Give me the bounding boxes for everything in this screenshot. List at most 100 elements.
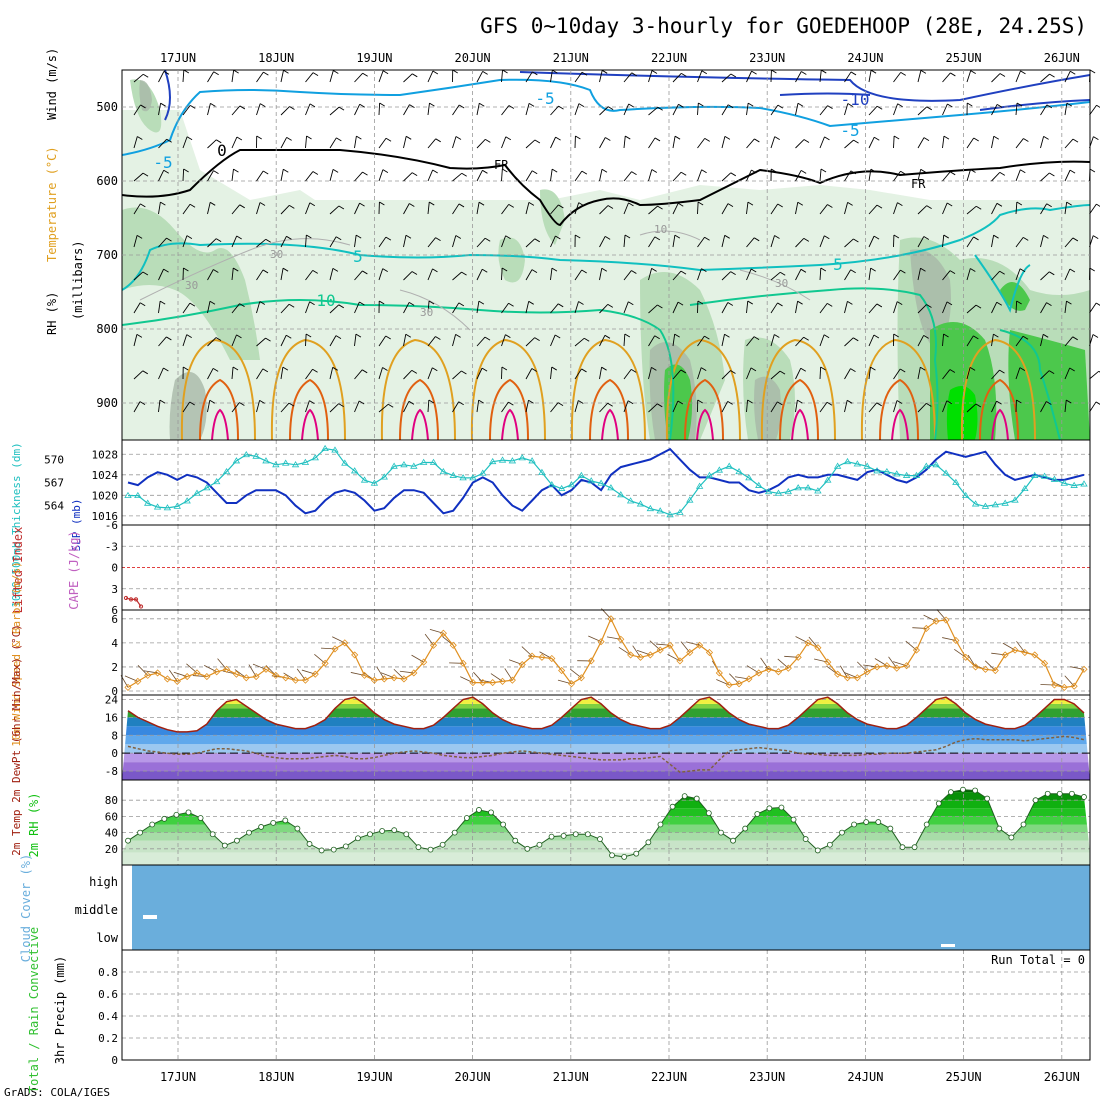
contour-pos10 — [122, 287, 1061, 440]
barb-flag — [730, 73, 737, 78]
wind10-marker — [489, 679, 497, 687]
barb-flag — [631, 171, 637, 176]
rh2m-point — [560, 832, 567, 839]
wind10-marker — [972, 663, 980, 671]
barb — [354, 171, 363, 182]
barb — [770, 302, 778, 314]
barb-flag — [259, 301, 266, 305]
footer-credit: GrADS: COLA/IGES — [4, 1086, 110, 1099]
barb-flag — [850, 269, 856, 274]
barb-flag — [1069, 367, 1075, 372]
barb — [329, 268, 334, 281]
barb-flag — [581, 269, 587, 274]
barb-flag — [163, 367, 169, 372]
barb-flag — [282, 267, 289, 272]
thick-ytick-0: 564 — [44, 500, 64, 513]
wind10-marker — [222, 665, 231, 673]
barb-flag — [309, 202, 316, 207]
thickness-marker — [350, 467, 359, 474]
thickness-marker — [774, 489, 783, 496]
thickness-marker — [321, 444, 329, 452]
barb-flag — [853, 139, 859, 144]
barb-flag — [262, 368, 269, 373]
barb — [844, 368, 851, 380]
barb — [770, 271, 781, 281]
barb — [868, 137, 875, 149]
barb-flag — [508, 401, 514, 406]
barb-flag — [159, 300, 166, 305]
wind10-marker — [380, 675, 388, 683]
barb — [133, 104, 141, 116]
barb — [746, 237, 755, 248]
upper-contour-labels: -10 -5 -5 -5 0 5 5 10 FR FR 30 30 30 10 30 — [153, 89, 926, 319]
barb — [550, 303, 559, 314]
barb-flag — [846, 399, 853, 404]
thickness-marker — [833, 462, 842, 469]
thickness-marker — [656, 507, 664, 514]
wind10-marker — [587, 657, 595, 665]
rh2m-point — [512, 837, 519, 844]
barb-flag — [163, 70, 170, 75]
barb-flag — [142, 271, 149, 276]
barb — [256, 202, 261, 215]
wind10-marker — [725, 681, 733, 689]
barb-flag — [870, 69, 877, 74]
barb-flag — [1049, 73, 1055, 78]
contour-neg10b — [779, 92, 1090, 111]
barb — [231, 303, 240, 314]
rh2m-point — [814, 847, 821, 854]
date-label-top-1: 18JUN — [258, 51, 294, 65]
barb-flag — [966, 102, 973, 107]
barb-flag — [970, 268, 976, 272]
barb-flag — [233, 168, 239, 173]
barb — [697, 70, 703, 83]
barb-flag — [455, 235, 462, 239]
ylabel-precip-left: Total / Rain Convective — [27, 927, 41, 1093]
barb-flag — [478, 399, 484, 404]
barb-flag — [624, 234, 631, 239]
barb — [354, 301, 360, 314]
barb — [942, 270, 951, 281]
rh2m-band-3 — [122, 816, 1090, 825]
barb — [672, 270, 682, 281]
barb — [844, 269, 852, 281]
rh2m-point — [234, 837, 240, 844]
barb-flag — [920, 366, 926, 371]
barb — [329, 205, 340, 215]
barb — [917, 335, 925, 347]
barb — [378, 70, 384, 83]
barb-flag — [182, 366, 189, 371]
barb — [1089, 401, 1097, 413]
barb — [599, 304, 609, 314]
barb — [623, 301, 629, 314]
barb-flag — [361, 369, 368, 374]
barb-flag — [1066, 102, 1073, 107]
barb — [697, 138, 706, 149]
barb — [158, 400, 161, 413]
barb-flag — [332, 267, 339, 272]
wind10-marker — [853, 674, 861, 682]
barb-flag — [286, 235, 292, 240]
barb-flag — [900, 170, 906, 175]
wind10-marker — [676, 657, 684, 665]
warm-loop-15-3 — [470, 338, 546, 440]
thickness-marker — [962, 491, 970, 498]
barb — [1015, 70, 1021, 83]
barb-flag — [263, 71, 269, 76]
rh2m-bands — [122, 789, 1090, 853]
barb-flag — [820, 267, 827, 272]
barb — [280, 268, 284, 281]
rh-mid-blob-4 — [540, 189, 565, 245]
barb — [207, 368, 214, 380]
barb — [256, 170, 264, 182]
wind10-marker — [883, 662, 891, 670]
barb-flag — [289, 106, 295, 110]
warm-loop-15-2 — [380, 338, 456, 440]
contour-label-zero-4: 0 — [217, 141, 227, 160]
barb — [476, 139, 486, 149]
barb-flag — [730, 271, 736, 276]
barb-flag — [975, 403, 982, 408]
barb-flag — [747, 201, 754, 206]
rh2m-point — [705, 810, 712, 817]
